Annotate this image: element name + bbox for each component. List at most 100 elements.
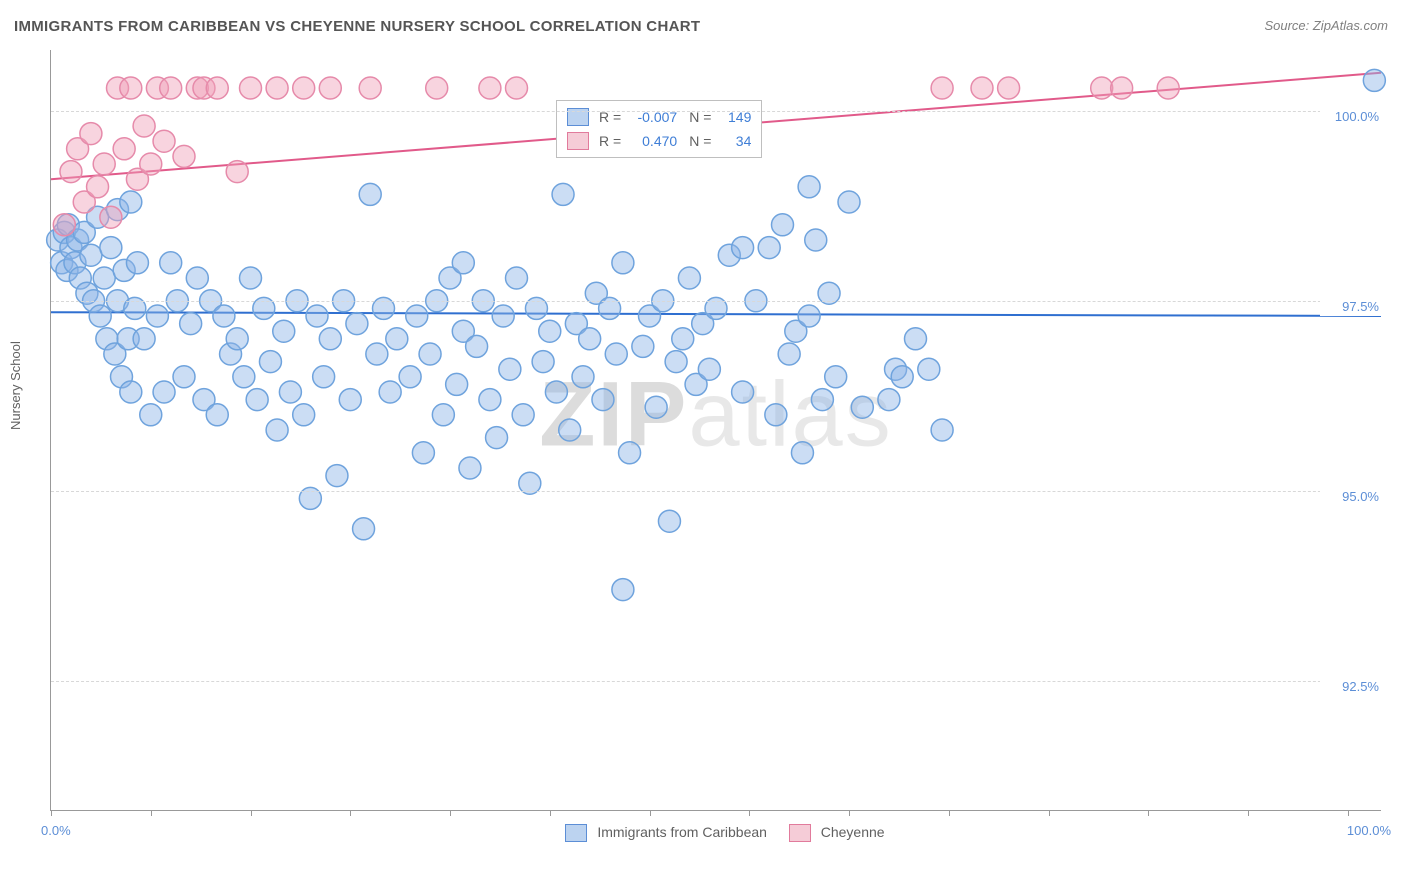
x-tick-mark bbox=[550, 810, 551, 816]
data-point-s1 bbox=[432, 404, 454, 426]
data-point-s1 bbox=[126, 252, 148, 274]
data-point-s2 bbox=[153, 130, 175, 152]
x-tick-mark bbox=[1248, 810, 1249, 816]
data-point-s1 bbox=[811, 389, 833, 411]
data-point-s2 bbox=[293, 77, 315, 99]
y-tick-label: 97.5% bbox=[1320, 297, 1383, 316]
data-point-s2 bbox=[998, 77, 1020, 99]
data-point-s1 bbox=[672, 328, 694, 350]
data-point-s2 bbox=[266, 77, 288, 99]
y-axis-label: Nursery School bbox=[8, 341, 23, 430]
data-point-s1 bbox=[153, 381, 175, 403]
data-point-s2 bbox=[60, 161, 82, 183]
data-point-s1 bbox=[732, 237, 754, 259]
legend-row-s1: R = -0.007 N = 149 bbox=[567, 105, 751, 129]
data-point-s1 bbox=[259, 351, 281, 373]
y-tick-label: 92.5% bbox=[1320, 677, 1383, 696]
legend-row-s2: R = 0.470 N = 34 bbox=[567, 129, 751, 153]
data-point-s1 bbox=[619, 442, 641, 464]
gridline bbox=[51, 681, 1381, 682]
data-point-s1 bbox=[592, 389, 614, 411]
data-point-s2 bbox=[240, 77, 262, 99]
x-tick-mark bbox=[849, 810, 850, 816]
data-point-s1 bbox=[825, 366, 847, 388]
data-point-s1 bbox=[353, 518, 375, 540]
data-point-s1 bbox=[313, 366, 335, 388]
x-tick-mark bbox=[749, 810, 750, 816]
data-point-s1 bbox=[346, 313, 368, 335]
swatch-pink bbox=[567, 132, 589, 150]
plot-svg bbox=[51, 50, 1381, 810]
n-value-s2: 34 bbox=[717, 133, 751, 149]
data-point-s1 bbox=[891, 366, 913, 388]
data-point-s1 bbox=[466, 335, 488, 357]
data-point-s1 bbox=[798, 305, 820, 327]
data-point-s1 bbox=[339, 389, 361, 411]
data-point-s1 bbox=[632, 335, 654, 357]
data-point-s1 bbox=[133, 328, 155, 350]
data-point-s1 bbox=[120, 381, 142, 403]
legend-box: R = -0.007 N = 149 R = 0.470 N = 34 bbox=[556, 100, 762, 158]
data-point-s2 bbox=[206, 77, 228, 99]
data-point-s2 bbox=[120, 77, 142, 99]
data-point-s1 bbox=[206, 404, 228, 426]
data-point-s1 bbox=[273, 320, 295, 342]
data-point-s2 bbox=[1157, 77, 1179, 99]
r-value-s2: 0.470 bbox=[627, 133, 677, 149]
data-point-s1 bbox=[545, 381, 567, 403]
y-tick-label: 95.0% bbox=[1320, 487, 1383, 506]
data-point-s2 bbox=[113, 138, 135, 160]
n-label: N = bbox=[689, 133, 711, 149]
data-point-s1 bbox=[579, 328, 601, 350]
bottom-legend: Immigrants from Caribbean Cheyenne bbox=[51, 824, 1381, 842]
data-point-s1 bbox=[319, 328, 341, 350]
r-label: R = bbox=[599, 133, 621, 149]
data-point-s1 bbox=[698, 358, 720, 380]
data-point-s1 bbox=[459, 457, 481, 479]
swatch-blue bbox=[565, 824, 587, 842]
data-point-s1 bbox=[240, 267, 262, 289]
data-point-s1 bbox=[233, 366, 255, 388]
data-point-s1 bbox=[772, 214, 794, 236]
x-tick-mark bbox=[251, 810, 252, 816]
data-point-s1 bbox=[798, 176, 820, 198]
data-point-s1 bbox=[120, 191, 142, 213]
data-point-s1 bbox=[931, 419, 953, 441]
data-point-s1 bbox=[266, 419, 288, 441]
x-tick-mark bbox=[51, 810, 52, 816]
data-point-s1 bbox=[486, 427, 508, 449]
data-point-s1 bbox=[386, 328, 408, 350]
data-point-s2 bbox=[133, 115, 155, 137]
data-point-s1 bbox=[778, 343, 800, 365]
x-tick-mark bbox=[350, 810, 351, 816]
data-point-s2 bbox=[506, 77, 528, 99]
data-point-s2 bbox=[160, 77, 182, 99]
data-point-s1 bbox=[379, 381, 401, 403]
data-point-s1 bbox=[366, 343, 388, 365]
data-point-s2 bbox=[226, 161, 248, 183]
data-point-s1 bbox=[1363, 69, 1385, 91]
data-point-s1 bbox=[791, 442, 813, 464]
data-point-s1 bbox=[732, 381, 754, 403]
data-point-s1 bbox=[506, 267, 528, 289]
data-point-s1 bbox=[279, 381, 301, 403]
data-point-s1 bbox=[160, 252, 182, 274]
x-tick-mark bbox=[450, 810, 451, 816]
data-point-s1 bbox=[89, 305, 111, 327]
data-point-s2 bbox=[100, 206, 122, 228]
data-point-s2 bbox=[426, 77, 448, 99]
data-point-s1 bbox=[552, 183, 574, 205]
data-point-s1 bbox=[479, 389, 501, 411]
x-tick-mark bbox=[949, 810, 950, 816]
data-point-s1 bbox=[612, 252, 634, 274]
data-point-s2 bbox=[1111, 77, 1133, 99]
data-point-s2 bbox=[359, 77, 381, 99]
data-point-s1 bbox=[326, 465, 348, 487]
data-point-s1 bbox=[851, 396, 873, 418]
data-point-s2 bbox=[931, 77, 953, 99]
data-point-s1 bbox=[399, 366, 421, 388]
data-point-s1 bbox=[878, 389, 900, 411]
legend-label-s1: Immigrants from Caribbean bbox=[597, 824, 767, 840]
data-point-s1 bbox=[359, 183, 381, 205]
data-point-s1 bbox=[419, 343, 441, 365]
